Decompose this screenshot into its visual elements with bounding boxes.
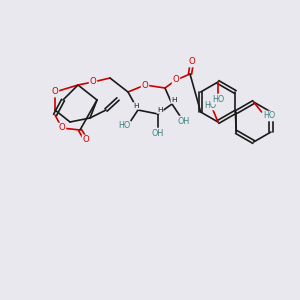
Text: HO: HO: [204, 100, 216, 109]
Text: O: O: [52, 88, 58, 97]
Text: HO: HO: [118, 122, 130, 130]
Text: O: O: [172, 76, 179, 85]
Text: O: O: [82, 136, 89, 145]
Text: O: O: [142, 80, 148, 89]
Text: H: H: [171, 97, 177, 103]
Text: H: H: [133, 103, 139, 109]
Text: OH: OH: [152, 128, 164, 137]
Text: O: O: [189, 58, 195, 67]
Text: O: O: [58, 124, 65, 133]
Text: OH: OH: [178, 116, 190, 125]
Text: H: H: [157, 107, 163, 113]
Text: HO: HO: [263, 112, 276, 121]
Text: HO: HO: [212, 94, 224, 103]
Text: O: O: [90, 77, 96, 86]
